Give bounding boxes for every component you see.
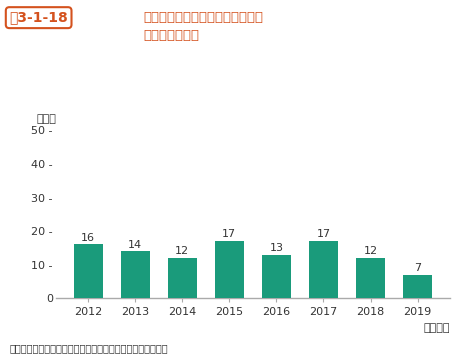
Text: 17: 17 [222, 229, 236, 240]
Bar [214, 241, 244, 298]
Bar [402, 275, 431, 298]
Text: 14: 14 [128, 240, 142, 250]
Text: 12: 12 [175, 246, 189, 256]
Text: 7: 7 [413, 263, 420, 273]
Text: 13: 13 [269, 243, 283, 253]
Text: 資料：環境省「産業廃棄物行政組織等調査報告書」より作成: 資料：環境省「産業廃棄物行政組織等調査報告書」より作成 [9, 343, 168, 353]
Bar [261, 255, 290, 298]
Bar [167, 258, 196, 298]
Text: （件）: （件） [37, 114, 56, 124]
Text: （年度）: （年度） [422, 323, 449, 333]
Text: 図3-1-18: 図3-1-18 [9, 11, 68, 24]
Text: 16: 16 [81, 233, 95, 243]
Text: 17: 17 [316, 229, 330, 240]
Bar [74, 245, 103, 298]
Bar [120, 251, 150, 298]
Bar [308, 241, 338, 298]
Bar [355, 258, 384, 298]
Text: 最終処分場の新規許可件数の推移
（産業廃棄物）: 最終処分場の新規許可件数の推移 （産業廃棄物） [144, 11, 263, 42]
Text: 12: 12 [363, 246, 377, 256]
